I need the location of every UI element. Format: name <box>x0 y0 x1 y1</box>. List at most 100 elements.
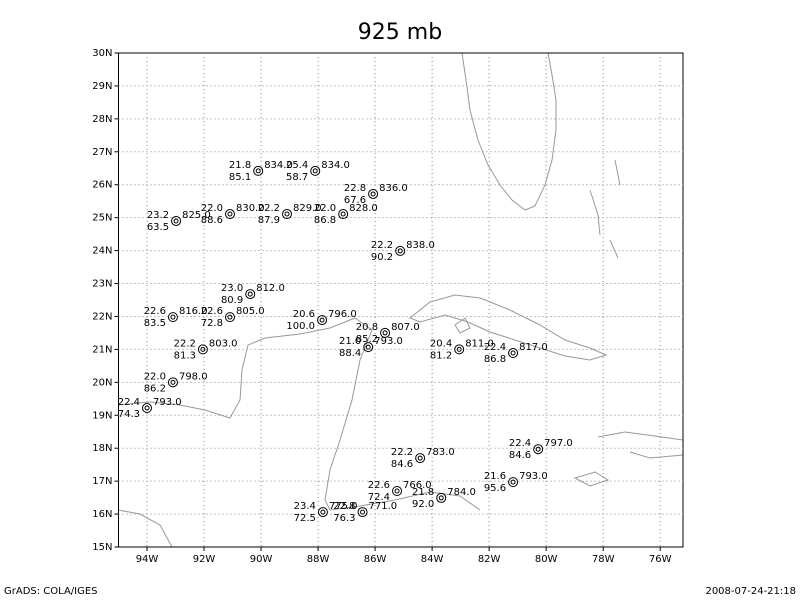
y-tick-label: 29N <box>92 81 112 92</box>
station-marker <box>533 444 544 455</box>
y-tick-label: 17N <box>92 476 112 487</box>
station-marker <box>253 165 264 176</box>
station-marker <box>508 477 519 488</box>
station-marker <box>224 312 235 323</box>
pressure-label: 805.0 <box>236 306 265 317</box>
hispaniola <box>597 431 684 459</box>
pressure-label: 828.0 <box>349 203 378 214</box>
humidity-label: 72.5 <box>294 513 316 524</box>
x-tick-label: 82W <box>478 554 501 565</box>
station-marker <box>317 315 328 326</box>
station-marker <box>281 209 292 220</box>
humidity-label: 76.3 <box>333 513 355 524</box>
station-marker <box>338 209 349 220</box>
jamaica <box>573 471 610 487</box>
pressure-label: 817.0 <box>519 342 548 353</box>
station-marker-inner <box>438 495 444 501</box>
pressure-label: 798.0 <box>179 371 208 382</box>
temperature-label: 20.4 <box>430 338 452 349</box>
pressure-label: 775.0 <box>329 501 358 512</box>
temperature-label: 23.0 <box>221 283 243 294</box>
temperature-label: 22.0 <box>201 203 223 214</box>
station-marker-inner <box>170 314 176 320</box>
humidity-label: 87.9 <box>258 215 280 226</box>
station-marker-inner <box>510 350 516 356</box>
station-marker-inner <box>340 211 346 217</box>
humidity-label: 86.8 <box>314 215 336 226</box>
temperature-label: 20.8 <box>356 322 378 333</box>
pressure-label: 783.0 <box>426 447 455 458</box>
x-tick-label: 94W <box>136 554 159 565</box>
station-marker <box>368 188 379 199</box>
station-marker-inner <box>312 168 318 174</box>
y-tick-label: 22N <box>92 311 112 322</box>
x-tick-label: 92W <box>193 554 216 565</box>
y-tick-label: 28N <box>92 114 112 125</box>
station-marker-inner <box>227 211 233 217</box>
y-tick-label: 18N <box>92 443 112 454</box>
temperature-label: 22.2 <box>174 338 196 349</box>
x-tick-label: 78W <box>592 554 615 565</box>
station-marker <box>380 327 391 338</box>
bahamas <box>589 159 621 259</box>
humidity-label: 67.6 <box>344 195 366 206</box>
station-marker <box>142 403 153 414</box>
y-tick-label: 16N <box>92 509 112 520</box>
station-marker <box>171 215 182 226</box>
humidity-label: 81.3 <box>174 350 196 361</box>
station-marker <box>357 507 368 518</box>
station-marker-inner <box>255 168 261 174</box>
humidity-label: 88.4 <box>339 348 361 359</box>
station-marker-inner <box>319 317 325 323</box>
footer-left: GrADS: COLA/IGES <box>4 586 98 597</box>
pressure-label: 834.0 <box>264 160 293 171</box>
station-marker-inner <box>456 346 462 352</box>
temperature-label: 22.4 <box>509 438 531 449</box>
humidity-label: 83.5 <box>144 318 166 329</box>
station-marker <box>508 348 519 359</box>
temperature-label: 22.8 <box>344 183 366 194</box>
station-marker <box>197 344 208 355</box>
temperature-label: 22.0 <box>314 203 336 214</box>
y-tick-label: 15N <box>92 542 112 553</box>
station-marker <box>245 289 256 300</box>
cuba <box>409 294 608 361</box>
map-title: 925 mb <box>358 20 442 45</box>
x-tick-label: 86W <box>364 554 387 565</box>
pressure-label: 784.0 <box>447 487 476 498</box>
humidity-label: 100.0 <box>286 321 315 332</box>
station-marker <box>454 344 465 355</box>
station-marker-inner <box>394 488 400 494</box>
pressure-label: 836.0 <box>379 183 408 194</box>
y-tick-label: 20N <box>92 377 112 388</box>
temperature-label: 22.2 <box>258 203 280 214</box>
station-marker-inner <box>370 191 376 197</box>
mexico-pacific <box>117 509 173 548</box>
station-marker-inner <box>382 330 388 336</box>
y-tick-label: 23N <box>92 279 112 290</box>
temperature-label: 23.4 <box>294 501 316 512</box>
pressure-label: 796.0 <box>328 309 357 320</box>
x-tick-label: 88W <box>307 554 330 565</box>
temperature-label: 22.2 <box>391 447 413 458</box>
pressure-label: 811.0 <box>465 338 494 349</box>
footer-right: 2008-07-24-21:18 <box>705 586 796 597</box>
humidity-label: 85.1 <box>229 172 251 183</box>
temperature-label: 22.6 <box>201 306 223 317</box>
station-marker-inner <box>320 509 326 515</box>
station-marker-inner <box>365 344 371 350</box>
humidity-label: 88.6 <box>201 215 223 226</box>
station-marker-inner <box>173 218 179 224</box>
station-marker <box>395 245 406 256</box>
y-tick-label: 25N <box>92 213 112 224</box>
temperature-label: 20.6 <box>293 309 315 320</box>
temperature-label: 22.6 <box>144 306 166 317</box>
humidity-label: 84.6 <box>509 450 531 461</box>
temperature-label: 22.2 <box>371 240 393 251</box>
temperature-label: 22.0 <box>144 371 166 382</box>
station-marker-inner <box>200 346 206 352</box>
station-marker <box>317 507 328 518</box>
pressure-label: 830.0 <box>236 203 265 214</box>
